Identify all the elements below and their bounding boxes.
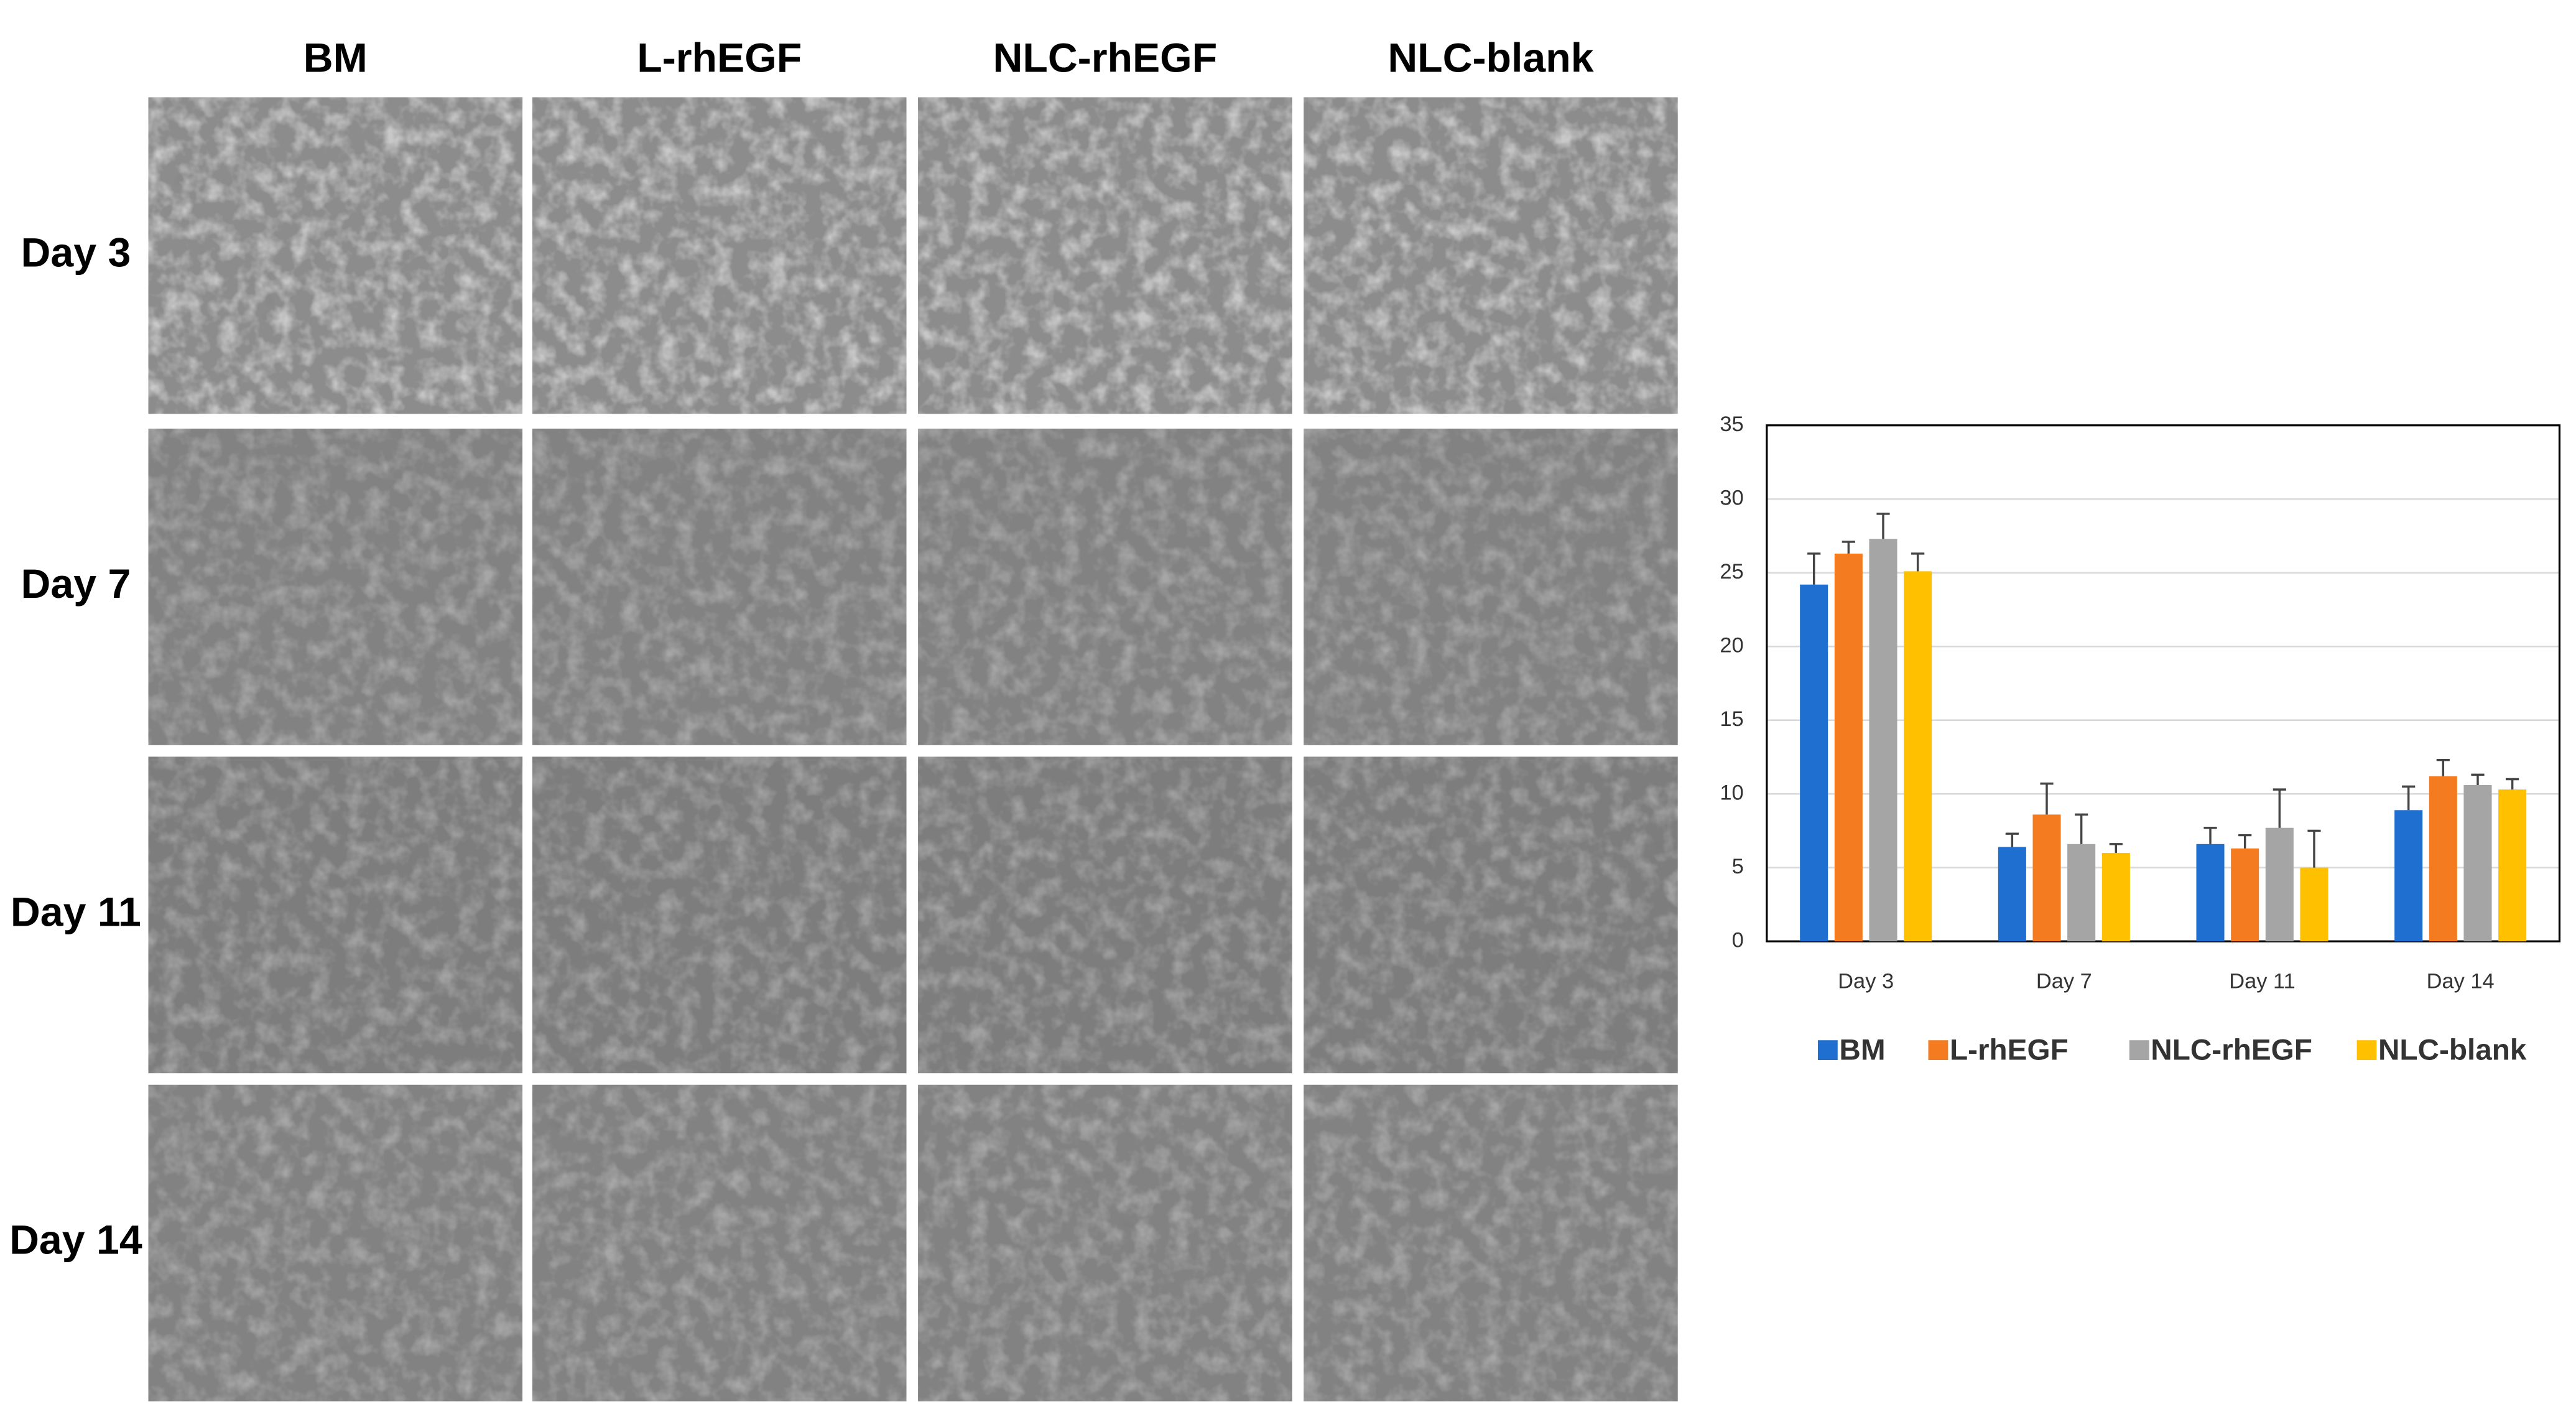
micrograph-texture <box>918 97 1292 414</box>
micrograph-texture <box>1304 756 1678 1074</box>
error-bar <box>2005 832 2019 847</box>
bar <box>2265 827 2294 942</box>
y-tick-label: 20 <box>1720 633 1743 657</box>
micrograph-texture <box>148 429 523 745</box>
row-label: Day 3 <box>21 230 131 276</box>
bar <box>2394 810 2423 942</box>
legend-label: NLC-rhEGF <box>2151 1033 2312 1066</box>
error-bar <box>2203 826 2217 844</box>
plot-frame <box>1766 424 2561 942</box>
y-tick-label: 5 <box>1732 855 1744 878</box>
bar <box>2300 867 2328 942</box>
bar <box>2032 814 2061 942</box>
bar <box>1800 584 1828 942</box>
micrograph-texture <box>148 97 523 414</box>
bar <box>2196 844 2225 942</box>
micrograph-texture <box>532 1084 907 1402</box>
micrograph-texture <box>532 97 907 414</box>
y-tick-label: 10 <box>1720 781 1743 804</box>
bar <box>1998 847 2026 942</box>
error-bar <box>2109 843 2123 854</box>
column-header: L-rhEGF <box>637 35 802 81</box>
error-bar <box>1807 552 1821 585</box>
bar <box>2498 789 2527 942</box>
column-header: BM <box>303 35 368 81</box>
bar <box>2429 776 2457 942</box>
error-bar <box>1876 513 1890 539</box>
micrograph-texture <box>148 756 523 1074</box>
row-label: Day 11 <box>11 889 141 935</box>
x-tick-label: Day 7 <box>2036 970 2092 993</box>
y-tick-label: 35 <box>1720 412 1743 436</box>
bar <box>1834 553 1863 942</box>
micrograph-texture <box>532 756 907 1074</box>
legend-swatch <box>1817 1040 1838 1061</box>
micrograph-texture <box>532 429 907 745</box>
micrograph-grid: BM L-rhEGF NLC-rhEGF NLC-blank Day 3 Day 7 Day… <box>9 35 1678 1402</box>
micrograph-texture <box>918 756 1292 1074</box>
legend-swatch <box>1928 1040 1948 1061</box>
legend-label: L-rhEGF <box>1950 1033 2069 1066</box>
bar <box>1904 571 1932 942</box>
bar <box>1869 539 1897 942</box>
legend-label: BM <box>1839 1033 1885 1066</box>
error-bar <box>2471 773 2485 785</box>
micrograph-texture <box>1304 1084 1678 1402</box>
y-tick-label: 25 <box>1720 560 1743 584</box>
bar <box>2231 848 2259 942</box>
y-tick-label: 0 <box>1732 928 1744 952</box>
error-bar <box>2506 778 2519 790</box>
legend-label: NLC-blank <box>2378 1033 2527 1066</box>
bar <box>2101 853 2130 942</box>
error-bar <box>2436 758 2450 776</box>
micrograph-texture <box>918 429 1292 745</box>
error-bar <box>2307 829 2321 868</box>
x-tick-label: Day 14 <box>2427 970 2495 993</box>
error-bar <box>1911 552 1925 572</box>
bar-chart: 0 5 10 15 20 25 30 35 Day 3 Day 7 Day 11 Day 14 BM L-… <box>1720 412 2561 1066</box>
error-bar <box>2238 834 2252 849</box>
bar <box>2067 844 2096 942</box>
column-header: NLC-blank <box>1388 35 1593 81</box>
error-bar <box>2075 813 2088 844</box>
micrograph-texture <box>1304 429 1678 745</box>
y-tick-label: 30 <box>1720 486 1743 509</box>
micrograph-texture <box>1304 97 1678 414</box>
row-label: Day 7 <box>21 561 131 607</box>
error-bar <box>1842 541 1855 554</box>
row-label: Day 14 <box>9 1217 142 1263</box>
micrograph-texture <box>148 1084 523 1402</box>
x-tick-label: Day 3 <box>1838 970 1894 993</box>
legend-swatch <box>2129 1040 2149 1061</box>
micrograph-texture <box>918 1084 1292 1402</box>
error-bar <box>2402 785 2416 811</box>
column-header: NLC-rhEGF <box>993 35 1218 81</box>
error-bar <box>2040 782 2054 815</box>
legend-swatch <box>2356 1040 2377 1061</box>
x-tick-label: Day 11 <box>2229 970 2296 993</box>
error-bar <box>2273 788 2286 828</box>
y-tick-label: 15 <box>1720 707 1743 731</box>
bar <box>2463 784 2492 942</box>
